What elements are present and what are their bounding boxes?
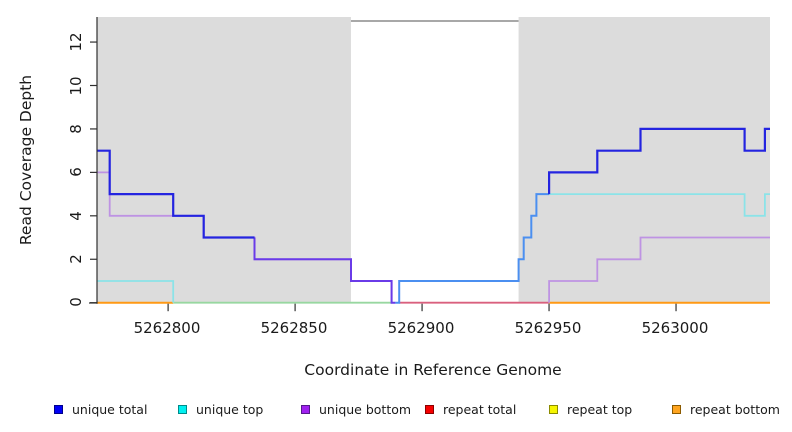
legend-item-repeat-bottom: repeat bottom	[672, 401, 780, 417]
x-tick-label: 5262900	[387, 319, 455, 337]
legend-label: repeat top	[567, 401, 633, 417]
legend-item-unique-bottom: unique bottom	[301, 401, 411, 417]
y-tick-label: 6	[67, 167, 85, 177]
repeat-bottom-swatch-icon	[672, 404, 681, 414]
legend-item-unique-top: unique top	[178, 401, 263, 417]
x-tick-label: 5262950	[514, 319, 582, 337]
unique-bottom-swatch-icon	[301, 404, 310, 414]
unique-top-swatch-icon	[178, 404, 187, 414]
legend-label: unique bottom	[319, 401, 412, 417]
legend-item-unique-total: unique total	[54, 401, 147, 417]
y-tick-label: 12	[67, 32, 85, 52]
y-tick-label: 10	[67, 76, 85, 96]
legend-label: repeat total	[443, 401, 517, 417]
unique-total-swatch-icon	[54, 404, 63, 414]
y-tick-label: 0	[67, 297, 85, 307]
x-tick-label: 5262850	[260, 319, 328, 337]
y-tick-label: 4	[67, 211, 85, 221]
repeat-top-swatch-icon	[549, 404, 558, 414]
legend-item-repeat-total: repeat total	[425, 401, 516, 417]
legend-label: unique total	[72, 401, 148, 417]
legend-label: unique top	[196, 401, 264, 417]
legend-item-repeat-top: repeat top	[549, 401, 632, 417]
x-tick-label: 5263000	[641, 319, 709, 337]
y-tick-label: 2	[67, 254, 85, 264]
legend-label: repeat bottom	[690, 401, 780, 417]
repeat-total-swatch-icon	[425, 404, 434, 414]
x-tick-label: 5262800	[133, 319, 201, 337]
x-axis-title: Coordinate in Reference Genome	[304, 361, 562, 379]
y-tick-label: 8	[67, 124, 85, 134]
y-axis-title: Read Coverage Depth	[17, 74, 35, 246]
